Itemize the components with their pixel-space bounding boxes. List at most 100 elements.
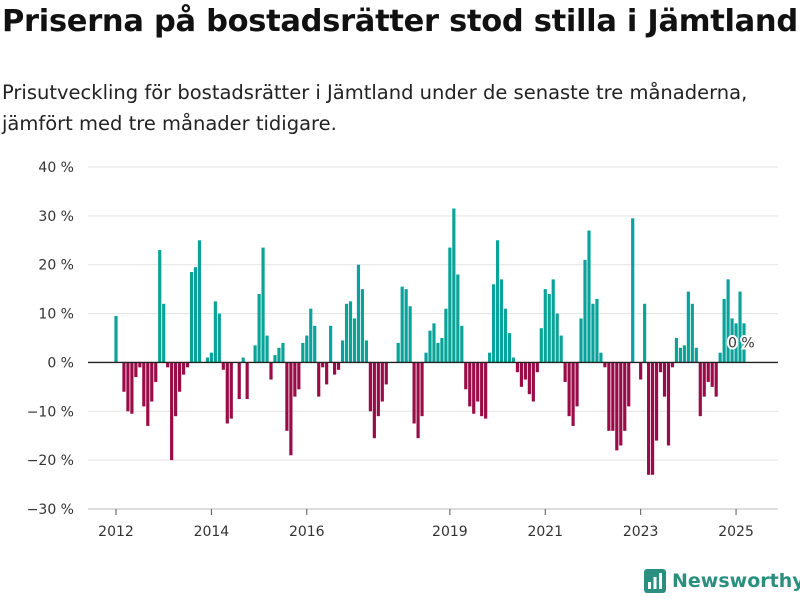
- brand-logo[interactable]: Newsworthy: [644, 569, 800, 593]
- bar-positive: [301, 342, 305, 363]
- y-tick-label: −10 %: [27, 404, 74, 420]
- bar-negative: [519, 362, 524, 387]
- bar-positive: [488, 352, 492, 363]
- bar-positive: [273, 355, 277, 363]
- bar-negative: [563, 362, 567, 382]
- bar-positive: [158, 250, 162, 363]
- newsworthy-logo-icon: [644, 569, 666, 593]
- bar-negative: [702, 362, 706, 397]
- bar-positive: [432, 323, 436, 363]
- bar-negative: [464, 362, 468, 390]
- bar-positive: [205, 357, 210, 363]
- y-tick-label: 20 %: [38, 258, 74, 274]
- bar-negative: [662, 362, 667, 397]
- bar-positive: [400, 286, 404, 363]
- bar-positive: [682, 345, 686, 363]
- bar-negative: [523, 362, 527, 380]
- bar-negative: [527, 362, 531, 395]
- bar-positive: [507, 333, 512, 363]
- bar-negative: [142, 362, 146, 407]
- bar-positive: [265, 335, 269, 363]
- bar-positive: [456, 274, 460, 363]
- bar-negative: [134, 362, 138, 378]
- bar-negative: [336, 362, 341, 370]
- bar-positive: [209, 352, 213, 363]
- bar-positive: [241, 357, 245, 363]
- x-tick-label: 2012: [98, 524, 134, 540]
- bar-positive: [408, 306, 412, 363]
- bar-negative: [384, 362, 388, 385]
- bar-positive: [730, 318, 734, 363]
- bar-negative: [170, 362, 174, 461]
- bar-negative: [225, 362, 229, 424]
- bar-positive: [726, 279, 730, 363]
- bar-negative: [150, 362, 154, 402]
- x-tick-label: 2019: [432, 524, 468, 540]
- bar-positive: [742, 323, 746, 363]
- bar-negative: [480, 362, 484, 417]
- bar-negative: [647, 362, 651, 475]
- bar-positive: [543, 289, 547, 363]
- bar-positive: [674, 338, 679, 363]
- bar-negative: [174, 362, 178, 417]
- bar-positive: [734, 323, 738, 363]
- bar-negative: [285, 362, 289, 431]
- bar-positive: [539, 328, 543, 363]
- bar-negative: [333, 362, 337, 375]
- bar-negative: [607, 362, 611, 431]
- bar-positive: [718, 352, 722, 363]
- bar-negative: [221, 362, 225, 370]
- bar-positive: [352, 318, 357, 363]
- bar-negative: [146, 362, 150, 426]
- bar-positive: [197, 240, 202, 363]
- y-tick-label: 40 %: [38, 160, 74, 176]
- bar-positive: [114, 316, 118, 363]
- bar-positive: [344, 303, 349, 363]
- bar-negative: [321, 362, 325, 368]
- bar-negative: [639, 362, 643, 380]
- bar-positive: [213, 301, 217, 363]
- bar-negative: [472, 362, 476, 414]
- bar-negative: [289, 362, 293, 456]
- chart-title: Priserna på bostadsrätter stod stilla i …: [2, 4, 798, 39]
- bar-negative: [468, 362, 472, 407]
- bar-negative: [535, 362, 539, 373]
- bar-positive: [722, 298, 726, 363]
- bar-positive: [583, 259, 587, 363]
- bar-negative: [476, 362, 480, 402]
- bar-negative: [130, 362, 134, 414]
- bar-negative: [623, 362, 627, 431]
- brand-name: Newsworthy: [672, 570, 800, 592]
- bar-positive: [356, 264, 361, 363]
- bar-positive: [452, 208, 456, 363]
- y-tick-label: −20 %: [27, 453, 74, 469]
- x-tick-label: 2021: [527, 524, 563, 540]
- bar-positive: [261, 247, 265, 363]
- bar-positive: [643, 303, 647, 363]
- chart-subtitle: Prisutveckling för bostadsrätter i Jämtl…: [2, 81, 748, 135]
- bar-negative: [658, 362, 663, 373]
- bar-positive: [329, 325, 333, 363]
- bar-positive: [551, 279, 555, 363]
- bar-positive: [460, 325, 464, 363]
- bar-negative: [571, 362, 575, 426]
- bar-positive: [364, 340, 368, 363]
- bar-negative: [619, 362, 623, 446]
- bar-positive: [436, 342, 440, 363]
- bar-negative: [229, 362, 233, 419]
- bar-positive: [440, 338, 444, 363]
- bar-negative: [293, 362, 297, 397]
- bar-positive: [162, 303, 166, 363]
- bar-positive: [511, 357, 516, 363]
- bars: [114, 208, 746, 475]
- bar-negative: [245, 362, 249, 400]
- bar-negative: [138, 362, 142, 368]
- bar-negative: [185, 362, 190, 368]
- bar-negative: [325, 362, 329, 385]
- bar-negative: [575, 362, 579, 407]
- bar-negative: [154, 362, 158, 382]
- bar-negative: [237, 362, 241, 400]
- bar-positive: [492, 284, 496, 363]
- bar-negative: [122, 362, 126, 392]
- bar-positive: [360, 289, 365, 363]
